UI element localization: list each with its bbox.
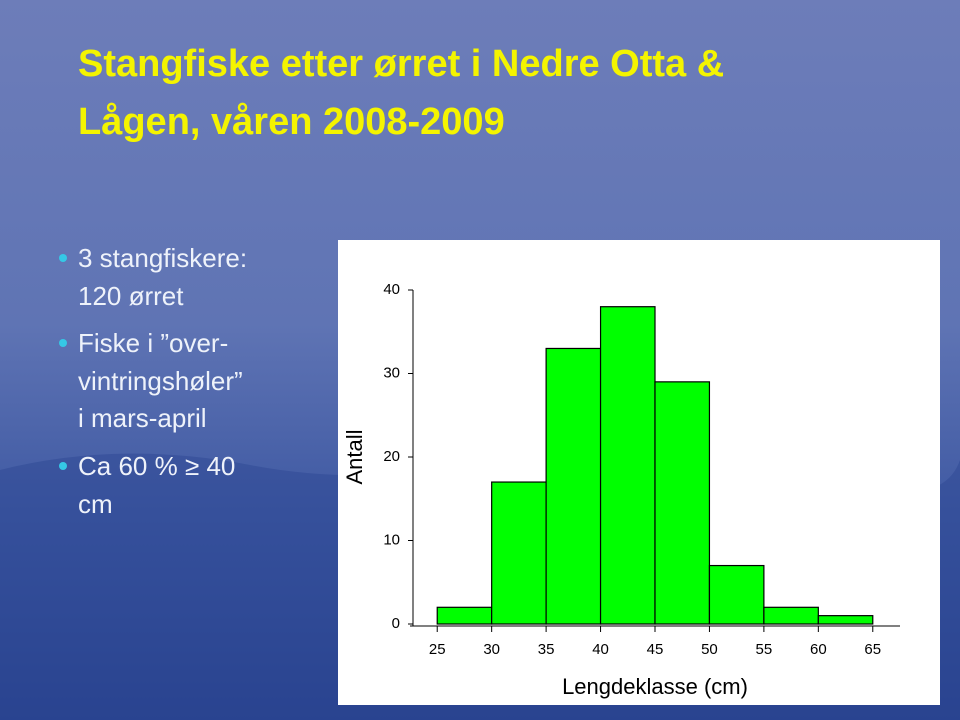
x-tick-label: 40: [592, 641, 609, 658]
x-tick-label: 35: [538, 641, 555, 658]
y-tick-label: 40: [383, 281, 400, 298]
bullet-text: 3 stangfiskere:: [78, 243, 247, 273]
y-tick-label: 10: [383, 531, 400, 548]
x-axis-label: Lengdeklasse (cm): [562, 674, 748, 699]
x-tick-label: 55: [756, 641, 773, 658]
title-line: Stangfiske etter ørret i Nedre Otta &: [78, 43, 724, 85]
bullet-text: i mars-april: [78, 403, 207, 433]
bullet-text: 120 ørret: [78, 281, 184, 311]
y-tick-label: 30: [383, 364, 400, 381]
bar: [436, 606, 493, 625]
bar: [763, 606, 819, 625]
bullet-text: cm: [78, 489, 113, 519]
bullet-text: vintringshøler”: [78, 366, 243, 396]
x-tick-label: 25: [429, 641, 446, 658]
x-tick-label: 65: [864, 641, 881, 658]
bar: [817, 615, 874, 625]
y-axis-label: Antall: [342, 429, 367, 484]
bullet-dot: [59, 254, 67, 262]
x-tick-label: 60: [810, 641, 827, 658]
y-tick-label: 20: [383, 448, 400, 465]
bar: [545, 347, 602, 625]
bar: [708, 564, 765, 625]
y-tick-label: 0: [392, 615, 400, 632]
bullet-dot: [59, 339, 67, 347]
bar: [654, 381, 711, 625]
bar: [599, 306, 656, 625]
x-tick-label: 50: [701, 641, 718, 658]
title-line: Lågen, våren 2008-2009: [78, 101, 505, 143]
x-tick-label: 30: [483, 641, 500, 658]
bar: [491, 481, 547, 625]
x-tick-label: 45: [647, 641, 664, 658]
bullet-text: Fiske i ”over-: [78, 328, 228, 358]
bullet-text: Ca 60 % ≥ 40: [78, 451, 235, 481]
bullet-dot: [59, 462, 67, 470]
